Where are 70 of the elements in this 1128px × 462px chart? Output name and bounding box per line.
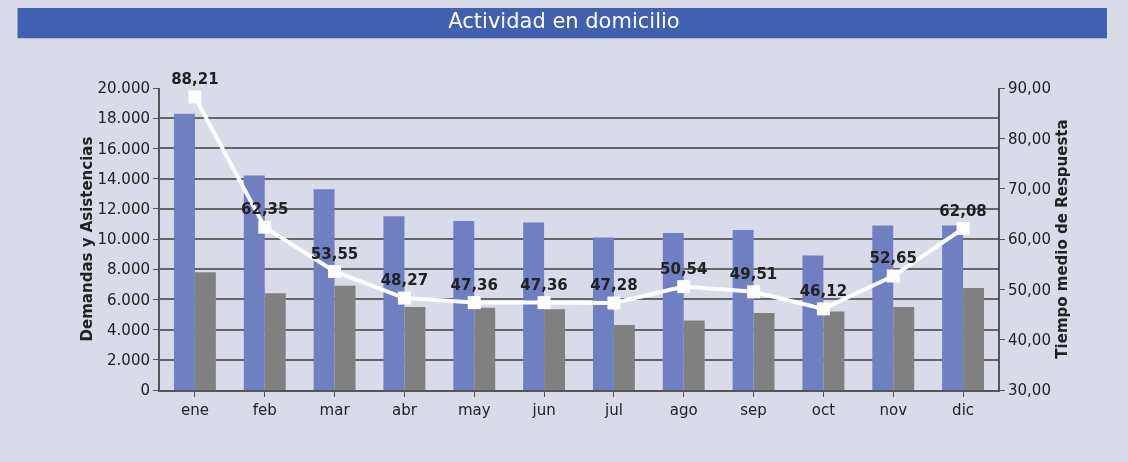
point [677,280,691,294]
x-tick-label: mar [319,401,351,419]
x-tick-label: oct [811,401,836,419]
point [467,296,481,310]
data-label: 46,12 [799,281,848,300]
data-label: 50,54 [660,259,708,278]
x-tick-label: sep [740,401,767,419]
x-tick-label: ene [180,401,209,419]
point [397,291,411,305]
x-tick-label: jun [531,401,556,419]
point [607,296,621,310]
bar [613,325,635,390]
bar [963,288,985,390]
point [956,222,970,236]
y2-tick-label: 90,00 [1008,79,1051,98]
data-label: 53,55 [310,244,359,263]
y-tick-label: 6.000 [107,290,150,309]
y2-tick-label: 70,00 [1008,179,1051,198]
y-tick-label: 14.000 [97,169,150,188]
point [886,269,900,283]
y2-tick-label: 30,00 [1008,381,1051,400]
y-tick-label: 20.000 [97,79,150,98]
point [328,264,342,278]
data-label: 62,35 [241,200,289,219]
chart-title: Actividad en domicilio [448,9,680,34]
y-tick-label: 16.000 [97,139,150,158]
data-label: 49,51 [729,264,778,283]
bar [544,309,566,390]
data-label: 47,28 [590,276,638,295]
x-tick-label: dic [952,401,975,419]
y2-tick-label: 50,00 [1008,280,1051,299]
y2-tick-label: 80,00 [1008,129,1051,148]
y2-axis-title: Tiempo medio de Respuesta [1052,119,1071,359]
x-tick-label: may [457,401,491,419]
data-label: 47,36 [520,275,568,294]
bar [173,113,195,390]
x-tick-label: jul [604,401,623,419]
bar [474,307,496,390]
y-tick-label: 4.000 [107,320,150,339]
x-tick-label: abr [391,401,418,419]
x-tick-label: feb [252,401,277,419]
point [816,302,830,316]
bar [404,306,426,390]
y2-tick-label: 60,00 [1008,230,1051,249]
bar [893,306,915,390]
y-tick-label: 8.000 [107,260,150,279]
y2-tick-label: 40,00 [1008,330,1051,349]
bar [264,293,286,390]
bar [753,312,775,390]
x-tick-label: ago [669,401,698,419]
data-label: 52,65 [869,249,917,268]
y-axis-title: Demandas y Asistencias [77,136,96,342]
point [747,285,761,299]
bar [194,272,216,390]
x-tick-label: nov [879,401,908,419]
bar [942,225,964,390]
data-label: 47,36 [450,275,498,294]
bar [823,311,845,390]
bar [334,285,356,390]
y-tick-label: 2.000 [107,351,150,370]
y-tick-label: 18.000 [97,109,150,128]
point [188,90,202,104]
point [258,220,272,234]
point [537,296,551,310]
y-tick-label: 10.000 [97,230,150,249]
y-tick-label: 0 [140,381,150,400]
data-label: 48,27 [380,271,429,290]
bar [683,320,705,390]
y-tick-label: 12.000 [97,200,150,219]
data-label: 88,21 [171,70,219,89]
